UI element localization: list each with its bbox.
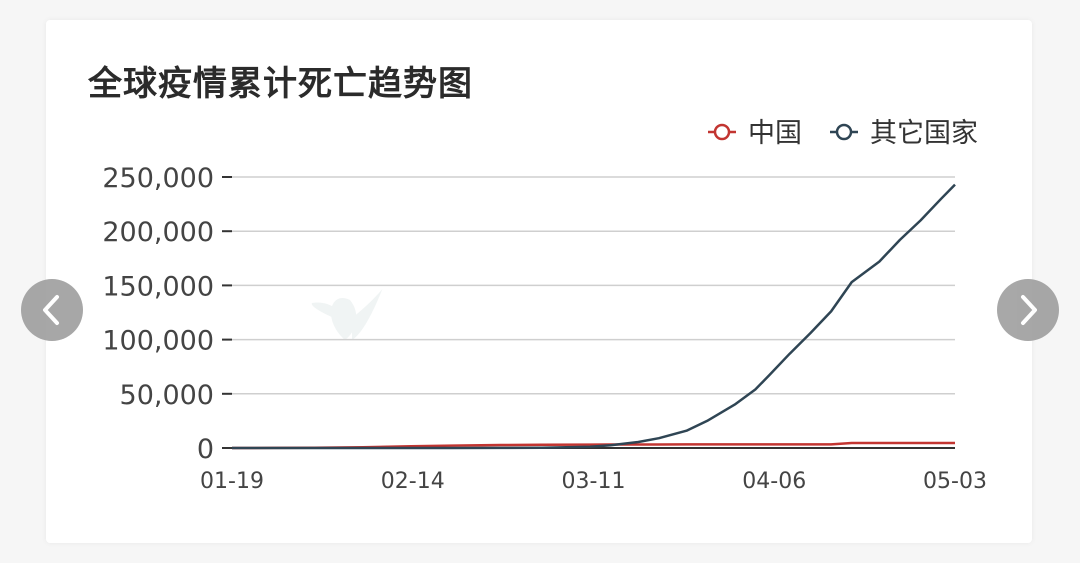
legend-label-0: 中国 [748, 118, 802, 149]
watermark-logo [311, 289, 383, 340]
x-tick-label: 04-06 [742, 469, 806, 494]
y-tick-label: 100,000 [102, 326, 214, 357]
y-tick-label: 50,000 [120, 380, 214, 411]
x-tick-label: 03-11 [562, 469, 626, 494]
prev-button[interactable] [21, 279, 83, 341]
series-line-1 [232, 183, 956, 450]
series-layer [231, 183, 956, 450]
y-tick-label: 250,000 [102, 163, 214, 194]
x-tick-label: 02-14 [381, 469, 445, 494]
y-tick-label: 200,000 [102, 217, 214, 248]
next-button[interactable] [997, 279, 1059, 341]
legend-label-1: 其它国家 [870, 118, 978, 149]
chevron-right-icon [1021, 295, 1037, 325]
grid-layer [232, 176, 955, 395]
y-tick-label: 150,000 [102, 271, 214, 302]
x-tick-label: 05-03 [923, 469, 987, 494]
y-tick-label: 0 [197, 434, 214, 465]
x-tick-label: 01-19 [200, 469, 264, 494]
legend-marker-0 [713, 123, 731, 141]
chart-title: 全球疫情累计死亡趋势图 [88, 64, 473, 104]
legend-marker-1 [835, 123, 853, 141]
axis-layer: 0 50,000 100,000 150,000 200,000 250,000 01-19… [102, 163, 987, 494]
series-line-0 [231, 441, 955, 450]
chevron-left-icon [43, 295, 59, 325]
legend: 中国 其它国家 [708, 118, 978, 149]
chart-card [46, 20, 1032, 543]
